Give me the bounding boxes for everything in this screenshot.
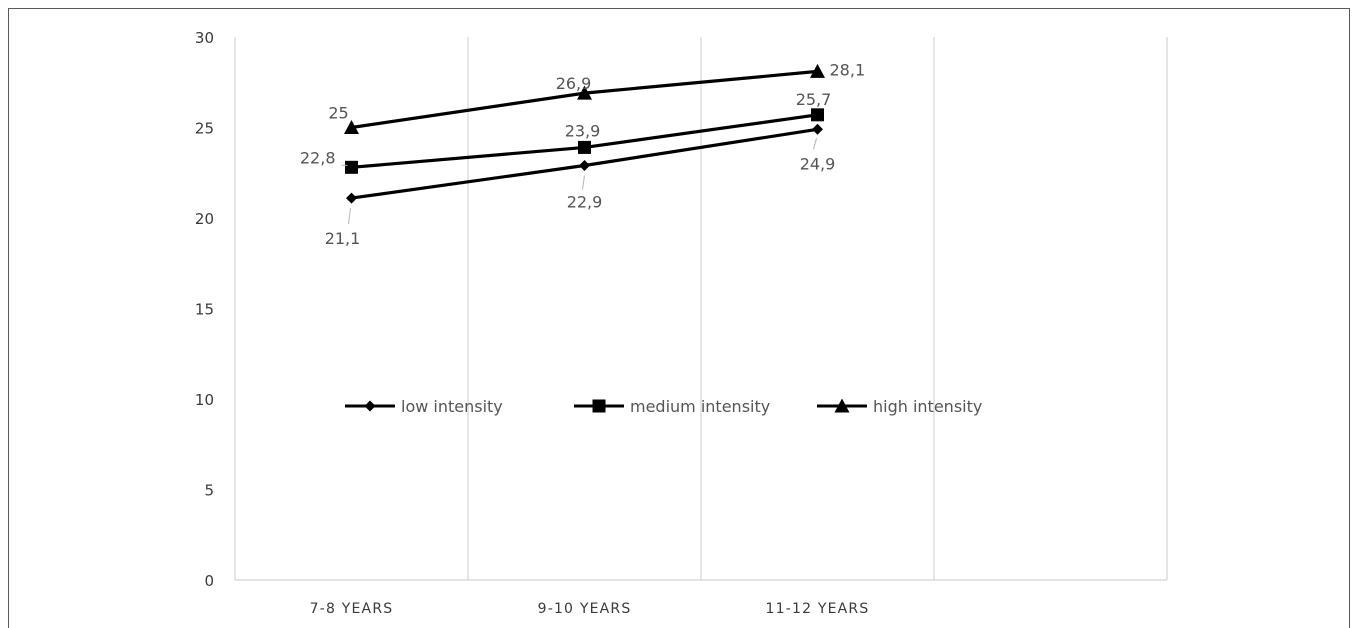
y-tick-label: 15: [195, 301, 214, 319]
data-label-leader: [813, 138, 817, 150]
legend-label: medium intensity: [630, 397, 770, 416]
data-label: 28,1: [830, 60, 866, 79]
x-tick-label: 9-10 YEARS: [538, 601, 632, 617]
legend-marker: [834, 398, 850, 413]
data-label-leader: [582, 175, 585, 190]
data-label-leader: [348, 208, 351, 225]
data-point-marker: [578, 140, 591, 154]
chart-frame: [8, 8, 1350, 628]
data-label: 23,9: [565, 121, 601, 140]
data-label: 25,7: [796, 90, 832, 109]
data-point-marker: [579, 160, 590, 172]
y-tick-label: 10: [195, 391, 214, 409]
data-point-marker: [811, 108, 824, 122]
y-tick-label: 5: [204, 482, 214, 500]
legend-label: high intensity: [873, 397, 982, 416]
legend-label: low intensity: [401, 397, 503, 416]
data-label: 24,9: [800, 154, 836, 173]
data-label: 21,1: [325, 229, 361, 248]
data-point-marker: [812, 123, 823, 135]
y-tick-label: 25: [195, 120, 214, 138]
data-point-marker: [810, 63, 825, 78]
data-point-marker: [577, 85, 592, 100]
y-tick-label: 30: [195, 29, 214, 47]
data-label: 22,8: [300, 148, 336, 167]
y-tick-label: 0: [204, 572, 214, 590]
data-point-marker: [344, 120, 359, 134]
legend-marker: [592, 399, 606, 413]
data-label: 26,9: [556, 74, 592, 93]
x-tick-label: 7-8 YEARS: [310, 601, 394, 617]
data-label: 22,9: [567, 193, 603, 212]
data-point-marker: [345, 160, 358, 174]
data-label: 25: [328, 104, 348, 123]
y-tick-label: 20: [195, 210, 214, 228]
data-point-marker: [346, 192, 357, 204]
legend-marker: [364, 400, 376, 412]
x-tick-label: 11-12 YEARS: [766, 601, 870, 617]
